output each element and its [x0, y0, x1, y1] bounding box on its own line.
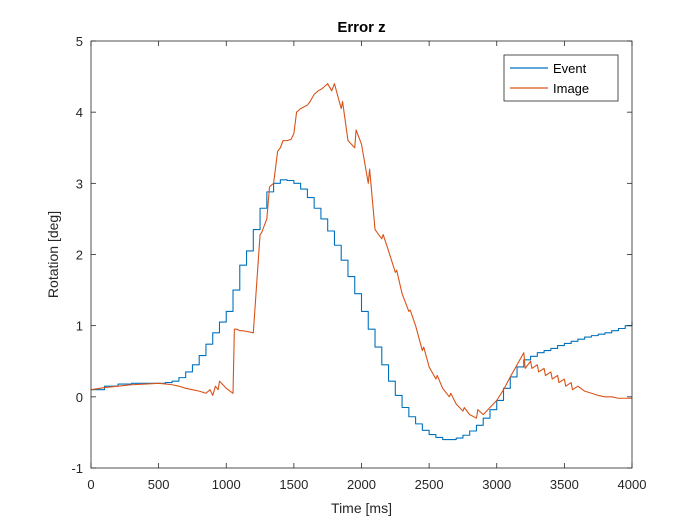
legend-box [503, 54, 619, 102]
series-line-event [91, 179, 633, 441]
y-tick-label: 0 [76, 390, 83, 405]
x-tick-label: 1000 [212, 477, 241, 492]
series-line-image [90, 83, 632, 419]
x-tick-label: 0 [87, 477, 94, 492]
legend-label-image: Image [553, 81, 589, 96]
x-axis-title: Time [ms] [331, 500, 392, 516]
chart-title: Error z [337, 19, 385, 36]
x-tick-label: 3000 [482, 477, 511, 492]
y-tick-label: 3 [76, 176, 83, 191]
y-tick-label: 4 [76, 105, 83, 120]
y-tick-label: -1 [71, 461, 83, 476]
y-axis-title: Rotation [deg] [45, 211, 61, 298]
x-tick-label: 2000 [347, 477, 376, 492]
plot-area [91, 41, 632, 468]
x-tick-label: 2500 [415, 477, 444, 492]
y-tick-label: 2 [76, 248, 83, 263]
x-tick-label: 4000 [618, 477, 647, 492]
x-tick-label: 1500 [279, 477, 308, 492]
x-tick-label: 500 [148, 477, 170, 492]
x-tick-label: 3500 [550, 477, 579, 492]
y-tick-label: 1 [76, 319, 83, 334]
legend: Event Image [503, 54, 619, 102]
legend-label-event: Event [553, 61, 587, 76]
series-layer [90, 83, 633, 441]
ticks-layer: 0 500 1000 1500 2000 2500 3000 3500 4000 -1 0 1 2 3 4 5 [71, 34, 646, 492]
y-tick-label: 5 [76, 34, 83, 49]
